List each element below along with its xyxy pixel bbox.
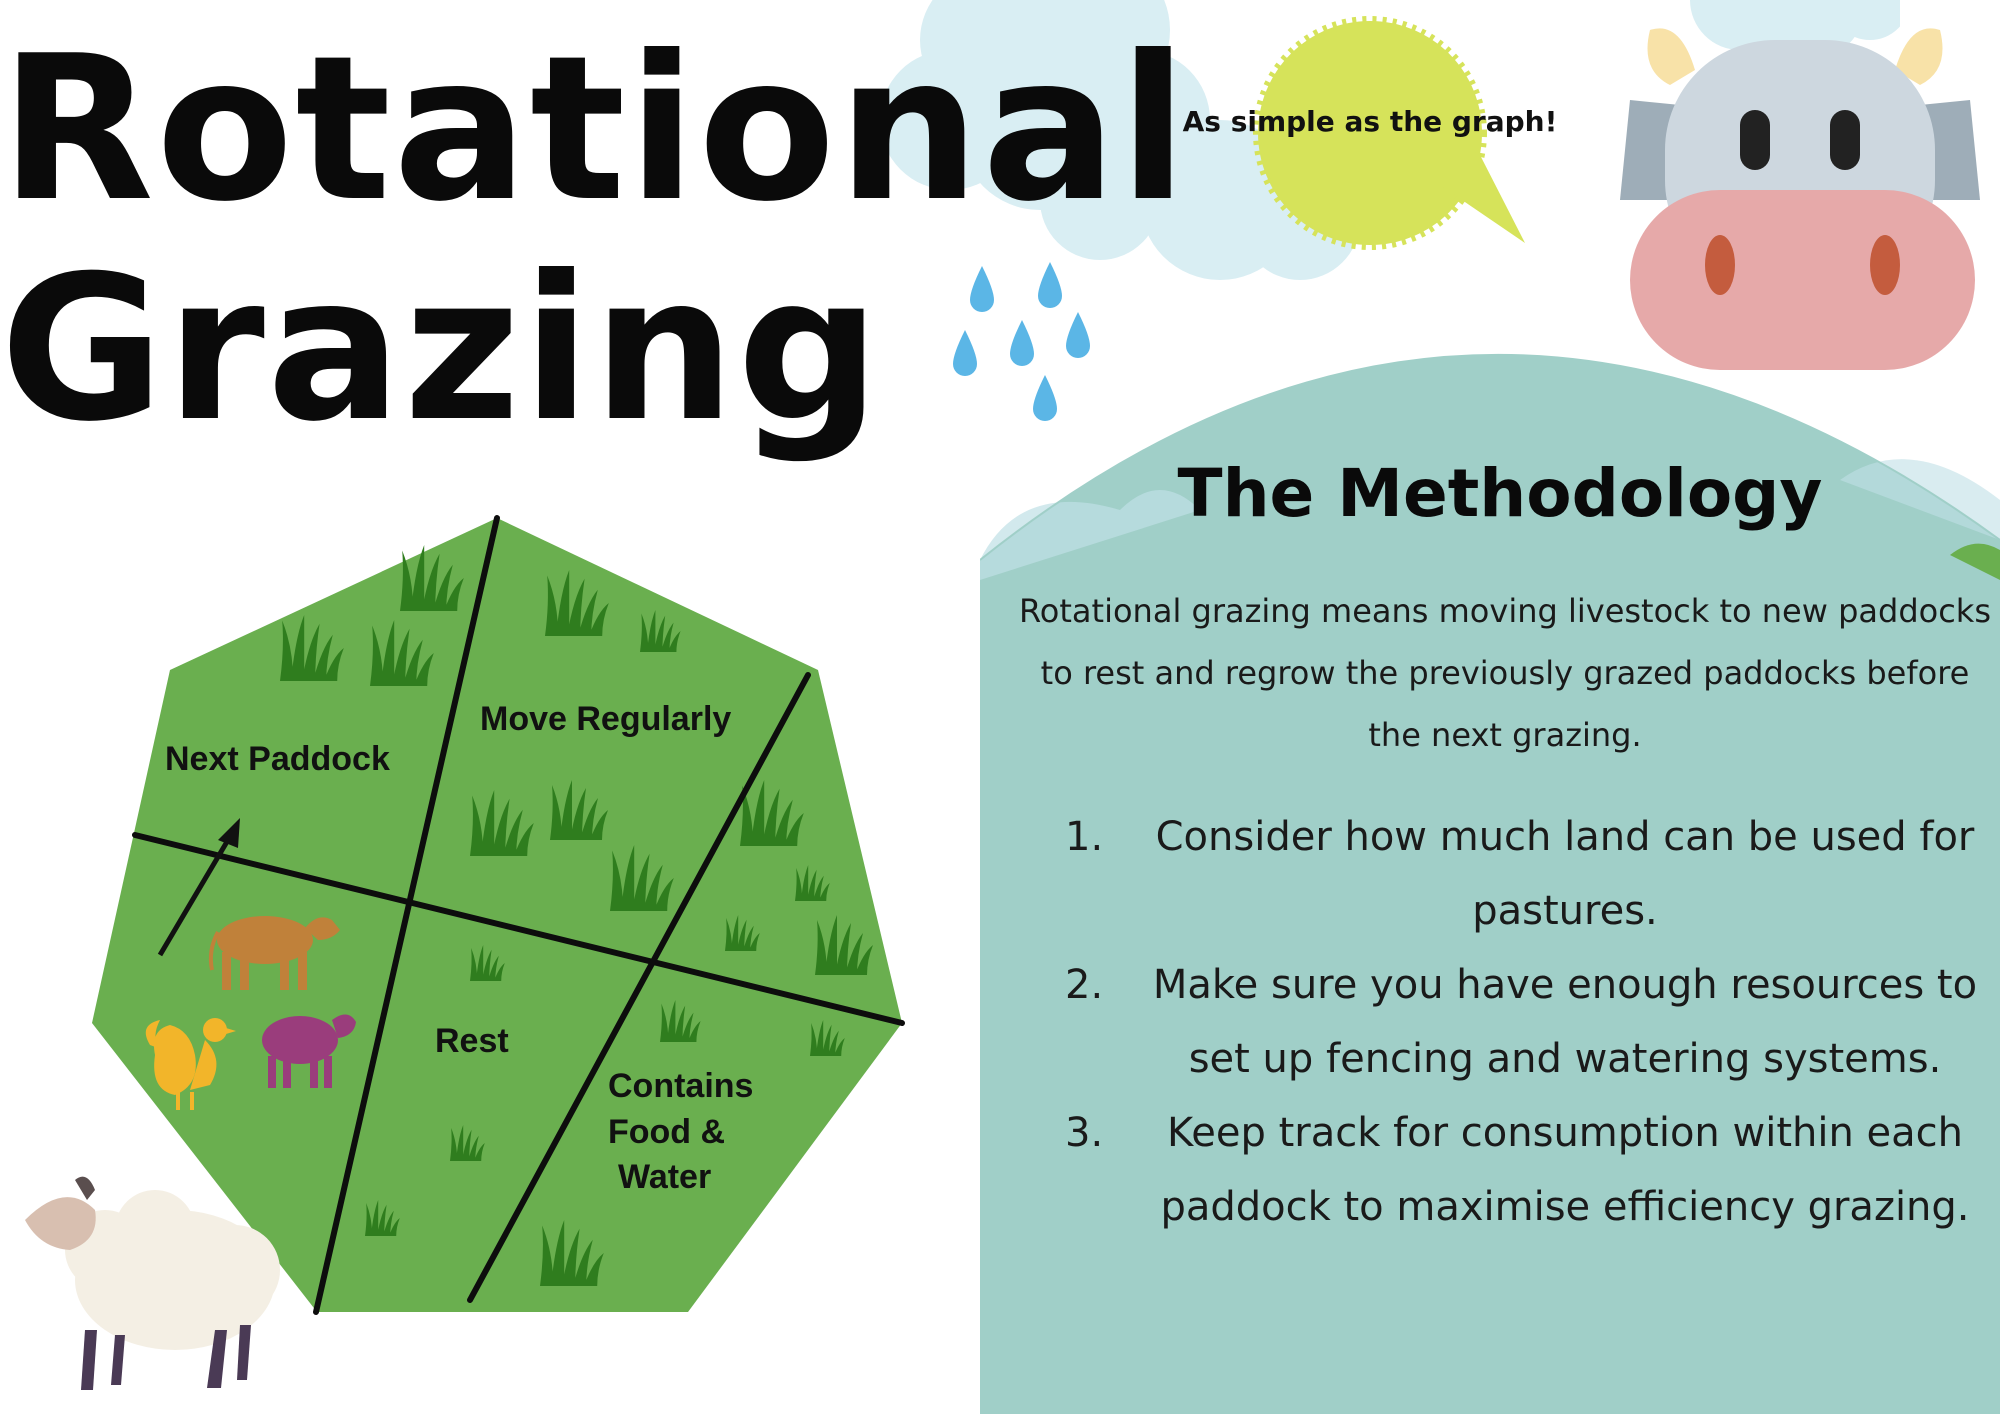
raindrop-icon bbox=[953, 262, 1090, 421]
title-line-1: Rotational bbox=[0, 13, 1190, 246]
cow-face-icon bbox=[1620, 28, 1980, 370]
step-number: 2. bbox=[1065, 962, 1104, 1008]
speech-bubble-text: As simple as the graph! bbox=[1182, 105, 1558, 138]
zone-label-move-regularly: Move Regularly bbox=[480, 700, 731, 738]
zone-label-contains-1: Contains bbox=[608, 1067, 753, 1105]
speech-bubble bbox=[1253, 16, 1525, 250]
step-number: 1. bbox=[1065, 814, 1104, 860]
chicken-icon bbox=[145, 1018, 236, 1110]
arrow-icon bbox=[157, 818, 240, 957]
zone-label-rest: Rest bbox=[435, 1022, 509, 1060]
paddock-diagram: Next Paddock Move Regularly Rest Contain… bbox=[92, 515, 905, 1315]
zone-label-contains-3: Water bbox=[618, 1158, 711, 1196]
methodology-panel bbox=[980, 353, 2000, 1414]
list-item: 3. Keep track for consumption within each… bbox=[1050, 1096, 1990, 1244]
paddock-fence-lines bbox=[132, 515, 905, 1315]
list-item: 1. Consider how much land can be used for… bbox=[1050, 800, 1990, 948]
step-text: Make sure you have enough resources to s… bbox=[1152, 962, 1978, 1082]
title-line-2: Grazing bbox=[0, 233, 883, 466]
methodology-heading: The Methodology bbox=[1177, 455, 1823, 532]
methodology-intro: Rotational grazing means moving livestoc… bbox=[1019, 592, 1991, 754]
sheep-icon bbox=[25, 1176, 280, 1390]
sheep-silhouette-icon bbox=[262, 1014, 356, 1088]
methodology-steps: 1. Consider how much land can be used for… bbox=[1050, 800, 1990, 1244]
zone-label-contains-2: Food & bbox=[608, 1113, 725, 1151]
step-text: Consider how much land can be used for p… bbox=[1155, 814, 1975, 934]
zone-label-next-paddock: Next Paddock bbox=[165, 740, 390, 778]
step-number: 3. bbox=[1065, 1110, 1104, 1156]
step-text: Keep track for consumption within each p… bbox=[1160, 1110, 1970, 1230]
page-title: Rotational Grazing bbox=[0, 13, 1190, 466]
pasture-polygon bbox=[92, 518, 902, 1312]
list-item: 2. Make sure you have enough resources to… bbox=[1050, 948, 1990, 1096]
cow-silhouette-icon bbox=[208, 916, 340, 990]
